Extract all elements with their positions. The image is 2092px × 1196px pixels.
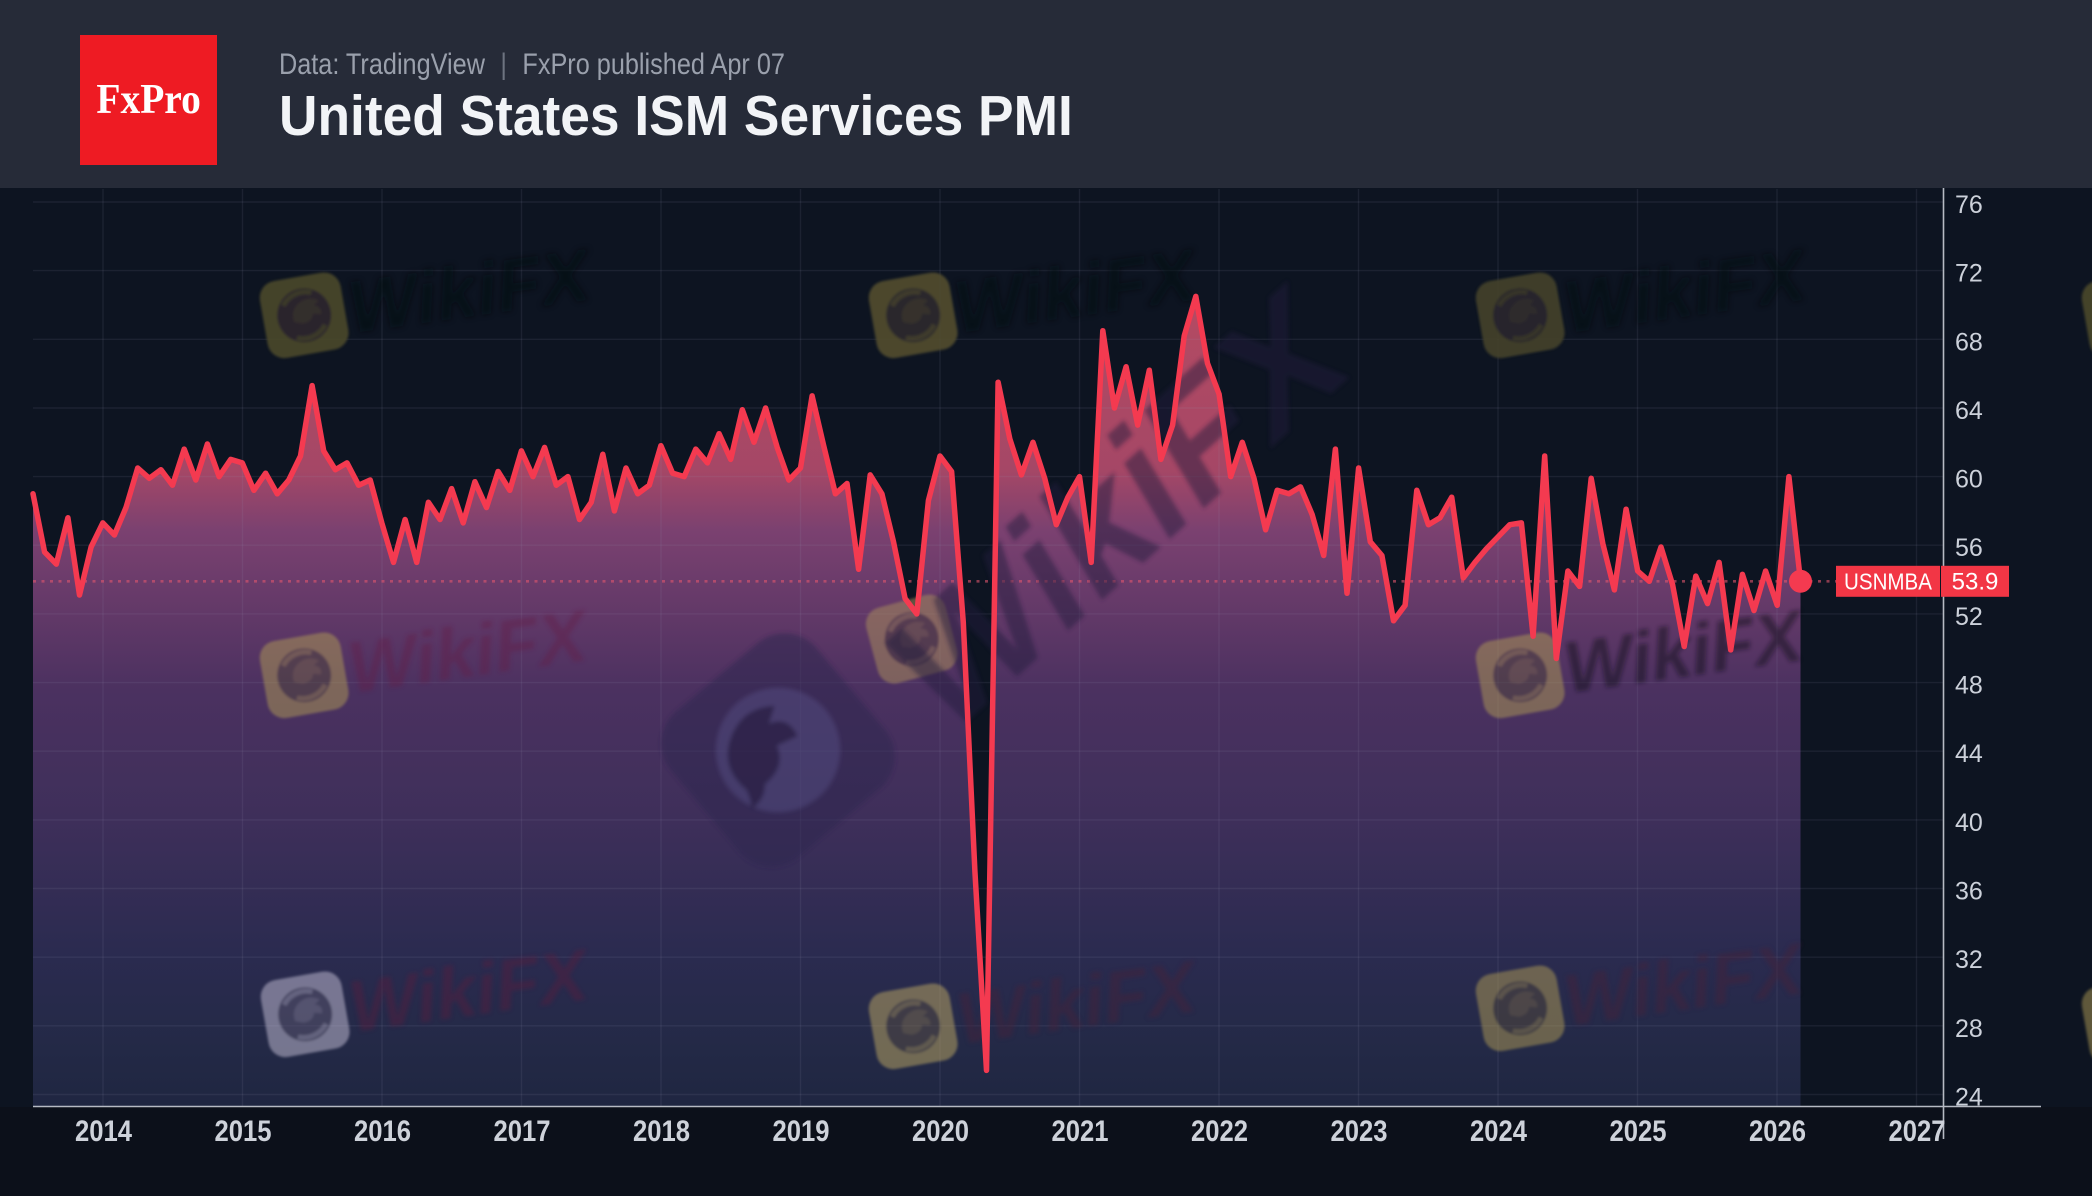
svg-text:2019: 2019	[773, 1115, 830, 1148]
svg-text:56: 56	[1955, 534, 1983, 562]
svg-text:44: 44	[1955, 740, 1983, 768]
svg-text:53.9: 53.9	[1952, 568, 1999, 595]
svg-text:36: 36	[1955, 878, 1983, 906]
svg-text:USNMBA: USNMBA	[1844, 568, 1933, 594]
svg-text:2027: 2027	[1889, 1115, 1946, 1148]
svg-text:2014: 2014	[75, 1115, 132, 1148]
svg-text:64: 64	[1955, 397, 1983, 425]
svg-text:2015: 2015	[215, 1115, 272, 1148]
svg-text:2022: 2022	[1191, 1115, 1248, 1148]
svg-text:28: 28	[1955, 1015, 1983, 1043]
svg-text:2016: 2016	[354, 1115, 411, 1148]
svg-text:48: 48	[1955, 672, 1983, 700]
svg-text:2018: 2018	[633, 1115, 690, 1148]
svg-text:2017: 2017	[494, 1115, 551, 1148]
svg-text:32: 32	[1955, 946, 1983, 974]
svg-text:72: 72	[1955, 260, 1983, 288]
svg-text:2023: 2023	[1331, 1115, 1388, 1148]
svg-text:2020: 2020	[912, 1115, 969, 1148]
svg-text:40: 40	[1955, 809, 1983, 837]
svg-text:2025: 2025	[1610, 1115, 1667, 1148]
svg-text:24: 24	[1955, 1084, 1983, 1112]
svg-text:2026: 2026	[1749, 1115, 1806, 1148]
svg-text:76: 76	[1955, 191, 1983, 219]
svg-text:68: 68	[1955, 328, 1983, 356]
svg-text:52: 52	[1955, 603, 1983, 631]
svg-text:2021: 2021	[1052, 1115, 1109, 1148]
svg-text:60: 60	[1955, 466, 1983, 494]
svg-text:2024: 2024	[1470, 1115, 1527, 1148]
